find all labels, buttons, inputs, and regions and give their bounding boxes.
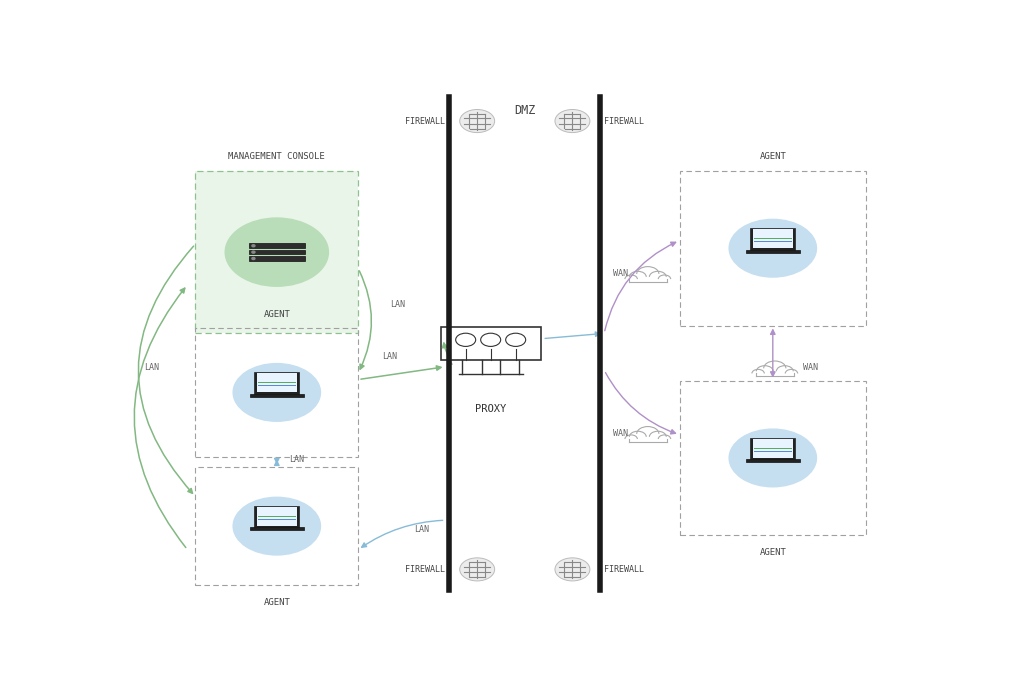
Circle shape xyxy=(630,431,646,443)
Text: FIREWALL: FIREWALL xyxy=(406,116,445,125)
FancyBboxPatch shape xyxy=(745,249,800,253)
Circle shape xyxy=(658,275,671,283)
Circle shape xyxy=(460,110,495,133)
Circle shape xyxy=(252,251,255,253)
Text: WAN: WAN xyxy=(613,269,628,278)
Text: AGENT: AGENT xyxy=(263,310,290,319)
Text: WAN: WAN xyxy=(803,363,817,372)
Circle shape xyxy=(625,275,637,283)
Circle shape xyxy=(729,219,816,277)
FancyBboxPatch shape xyxy=(629,436,667,442)
Circle shape xyxy=(480,333,501,347)
Circle shape xyxy=(649,271,667,283)
Circle shape xyxy=(785,369,798,377)
FancyBboxPatch shape xyxy=(753,229,793,248)
Text: AGENT: AGENT xyxy=(760,153,786,161)
Circle shape xyxy=(637,267,658,281)
FancyBboxPatch shape xyxy=(196,171,358,334)
FancyBboxPatch shape xyxy=(249,256,305,261)
Circle shape xyxy=(233,497,321,555)
FancyBboxPatch shape xyxy=(756,370,794,377)
FancyBboxPatch shape xyxy=(254,372,299,394)
Text: LAN: LAN xyxy=(144,364,160,373)
Text: LAN: LAN xyxy=(289,455,304,464)
Text: LAN: LAN xyxy=(390,300,404,309)
Text: DMZ: DMZ xyxy=(514,104,536,117)
Circle shape xyxy=(764,361,785,376)
FancyBboxPatch shape xyxy=(250,528,304,530)
Circle shape xyxy=(757,366,773,377)
FancyBboxPatch shape xyxy=(440,327,541,360)
FancyBboxPatch shape xyxy=(254,506,299,528)
Text: FIREWALL: FIREWALL xyxy=(604,116,644,125)
FancyBboxPatch shape xyxy=(249,243,305,248)
Circle shape xyxy=(506,333,525,347)
FancyBboxPatch shape xyxy=(257,373,297,392)
Circle shape xyxy=(252,244,255,247)
Circle shape xyxy=(630,271,646,283)
Text: WAN: WAN xyxy=(613,428,628,438)
Circle shape xyxy=(252,257,255,259)
Text: AGENT: AGENT xyxy=(263,598,290,607)
Text: LAN: LAN xyxy=(382,352,397,361)
FancyBboxPatch shape xyxy=(249,250,305,255)
FancyBboxPatch shape xyxy=(257,507,297,526)
FancyBboxPatch shape xyxy=(753,439,793,458)
Text: FIREWALL: FIREWALL xyxy=(604,565,644,574)
Circle shape xyxy=(776,366,794,377)
FancyBboxPatch shape xyxy=(250,394,304,397)
Circle shape xyxy=(729,429,816,487)
Circle shape xyxy=(752,369,764,377)
FancyBboxPatch shape xyxy=(629,276,667,282)
Text: LAN: LAN xyxy=(415,525,430,534)
Circle shape xyxy=(555,558,590,581)
Circle shape xyxy=(625,435,637,443)
Circle shape xyxy=(456,333,476,347)
Text: PROXY: PROXY xyxy=(475,405,506,414)
Text: AGENT: AGENT xyxy=(760,548,786,558)
Circle shape xyxy=(225,218,329,286)
Circle shape xyxy=(658,435,671,443)
Circle shape xyxy=(637,426,658,441)
FancyBboxPatch shape xyxy=(745,459,800,462)
Circle shape xyxy=(649,431,667,443)
Circle shape xyxy=(460,558,495,581)
Text: MANAGEMENT CONSOLE: MANAGEMENT CONSOLE xyxy=(228,153,326,161)
FancyBboxPatch shape xyxy=(751,227,796,249)
Circle shape xyxy=(233,364,321,422)
Circle shape xyxy=(555,110,590,133)
Text: FIREWALL: FIREWALL xyxy=(406,565,445,574)
FancyBboxPatch shape xyxy=(751,437,796,459)
